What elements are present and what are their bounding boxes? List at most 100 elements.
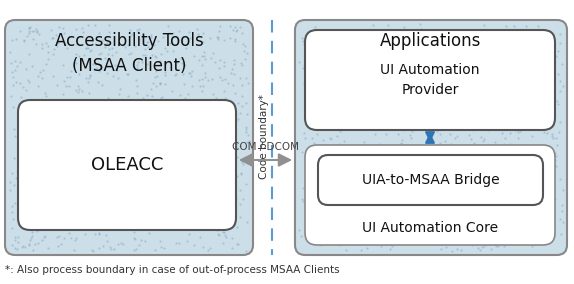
Point	[33, 229, 42, 233]
Point	[192, 189, 201, 194]
Point	[339, 95, 348, 100]
Point	[363, 191, 373, 196]
Point	[463, 202, 472, 207]
Point	[310, 25, 319, 29]
Point	[436, 173, 445, 177]
Point	[129, 99, 138, 103]
Point	[432, 126, 441, 130]
Point	[32, 27, 41, 32]
Point	[146, 87, 156, 91]
Point	[325, 182, 334, 186]
Point	[362, 246, 371, 251]
Point	[88, 248, 98, 253]
Point	[157, 120, 166, 125]
Point	[227, 71, 236, 75]
Point	[41, 61, 51, 66]
Point	[223, 210, 232, 215]
Point	[328, 157, 338, 162]
Point	[382, 132, 391, 136]
Point	[148, 117, 157, 121]
Point	[558, 219, 567, 224]
Point	[192, 101, 201, 106]
Point	[467, 242, 476, 247]
Point	[100, 45, 109, 49]
Point	[148, 53, 157, 57]
Point	[108, 74, 117, 78]
Point	[90, 62, 99, 66]
Point	[124, 166, 133, 170]
Point	[405, 132, 414, 137]
Point	[412, 170, 421, 174]
Point	[387, 159, 396, 164]
Point	[464, 164, 473, 168]
Point	[491, 244, 501, 248]
Point	[222, 205, 231, 209]
Point	[30, 116, 39, 120]
Point	[63, 147, 72, 151]
Point	[316, 83, 325, 88]
Point	[211, 214, 220, 218]
Point	[406, 216, 415, 220]
Point	[77, 26, 87, 30]
Point	[27, 199, 36, 203]
Point	[406, 195, 415, 200]
Point	[241, 182, 250, 187]
Point	[310, 213, 319, 217]
Point	[333, 51, 343, 56]
Point	[332, 199, 341, 204]
Point	[325, 136, 335, 140]
Point	[440, 121, 449, 126]
Point	[35, 32, 44, 37]
Point	[455, 195, 464, 200]
Text: Applications: Applications	[381, 32, 482, 50]
Point	[199, 162, 208, 166]
Point	[50, 204, 59, 208]
Point	[555, 32, 564, 37]
Point	[351, 242, 360, 247]
Point	[15, 29, 25, 34]
Point	[33, 30, 42, 34]
Point	[360, 106, 369, 110]
Point	[183, 135, 192, 139]
Point	[195, 78, 204, 82]
Point	[20, 37, 29, 42]
Point	[200, 101, 209, 105]
Point	[409, 215, 418, 220]
Point	[550, 182, 559, 186]
Point	[332, 188, 342, 192]
Point	[175, 156, 184, 161]
Point	[528, 134, 537, 138]
Point	[505, 214, 514, 219]
Point	[67, 121, 76, 125]
Point	[382, 63, 391, 67]
Point	[447, 59, 456, 64]
Point	[439, 86, 448, 91]
Point	[483, 52, 492, 56]
Point	[386, 216, 395, 221]
Point	[75, 87, 84, 91]
Point	[227, 174, 236, 178]
Point	[135, 220, 145, 225]
Point	[32, 169, 41, 174]
Point	[103, 239, 112, 243]
Point	[207, 55, 216, 60]
Point	[190, 172, 199, 177]
Point	[145, 133, 154, 138]
Point	[465, 37, 474, 42]
Point	[337, 76, 346, 80]
Point	[110, 118, 119, 123]
Point	[51, 177, 60, 181]
Point	[439, 175, 448, 179]
Point	[341, 181, 350, 185]
Point	[309, 141, 319, 145]
Point	[550, 150, 559, 155]
Point	[70, 238, 79, 242]
Point	[365, 187, 374, 191]
Point	[471, 152, 480, 157]
Point	[235, 144, 245, 149]
Point	[492, 89, 502, 94]
Point	[538, 76, 547, 81]
Point	[437, 62, 446, 67]
Point	[187, 222, 196, 226]
Point	[113, 213, 122, 218]
